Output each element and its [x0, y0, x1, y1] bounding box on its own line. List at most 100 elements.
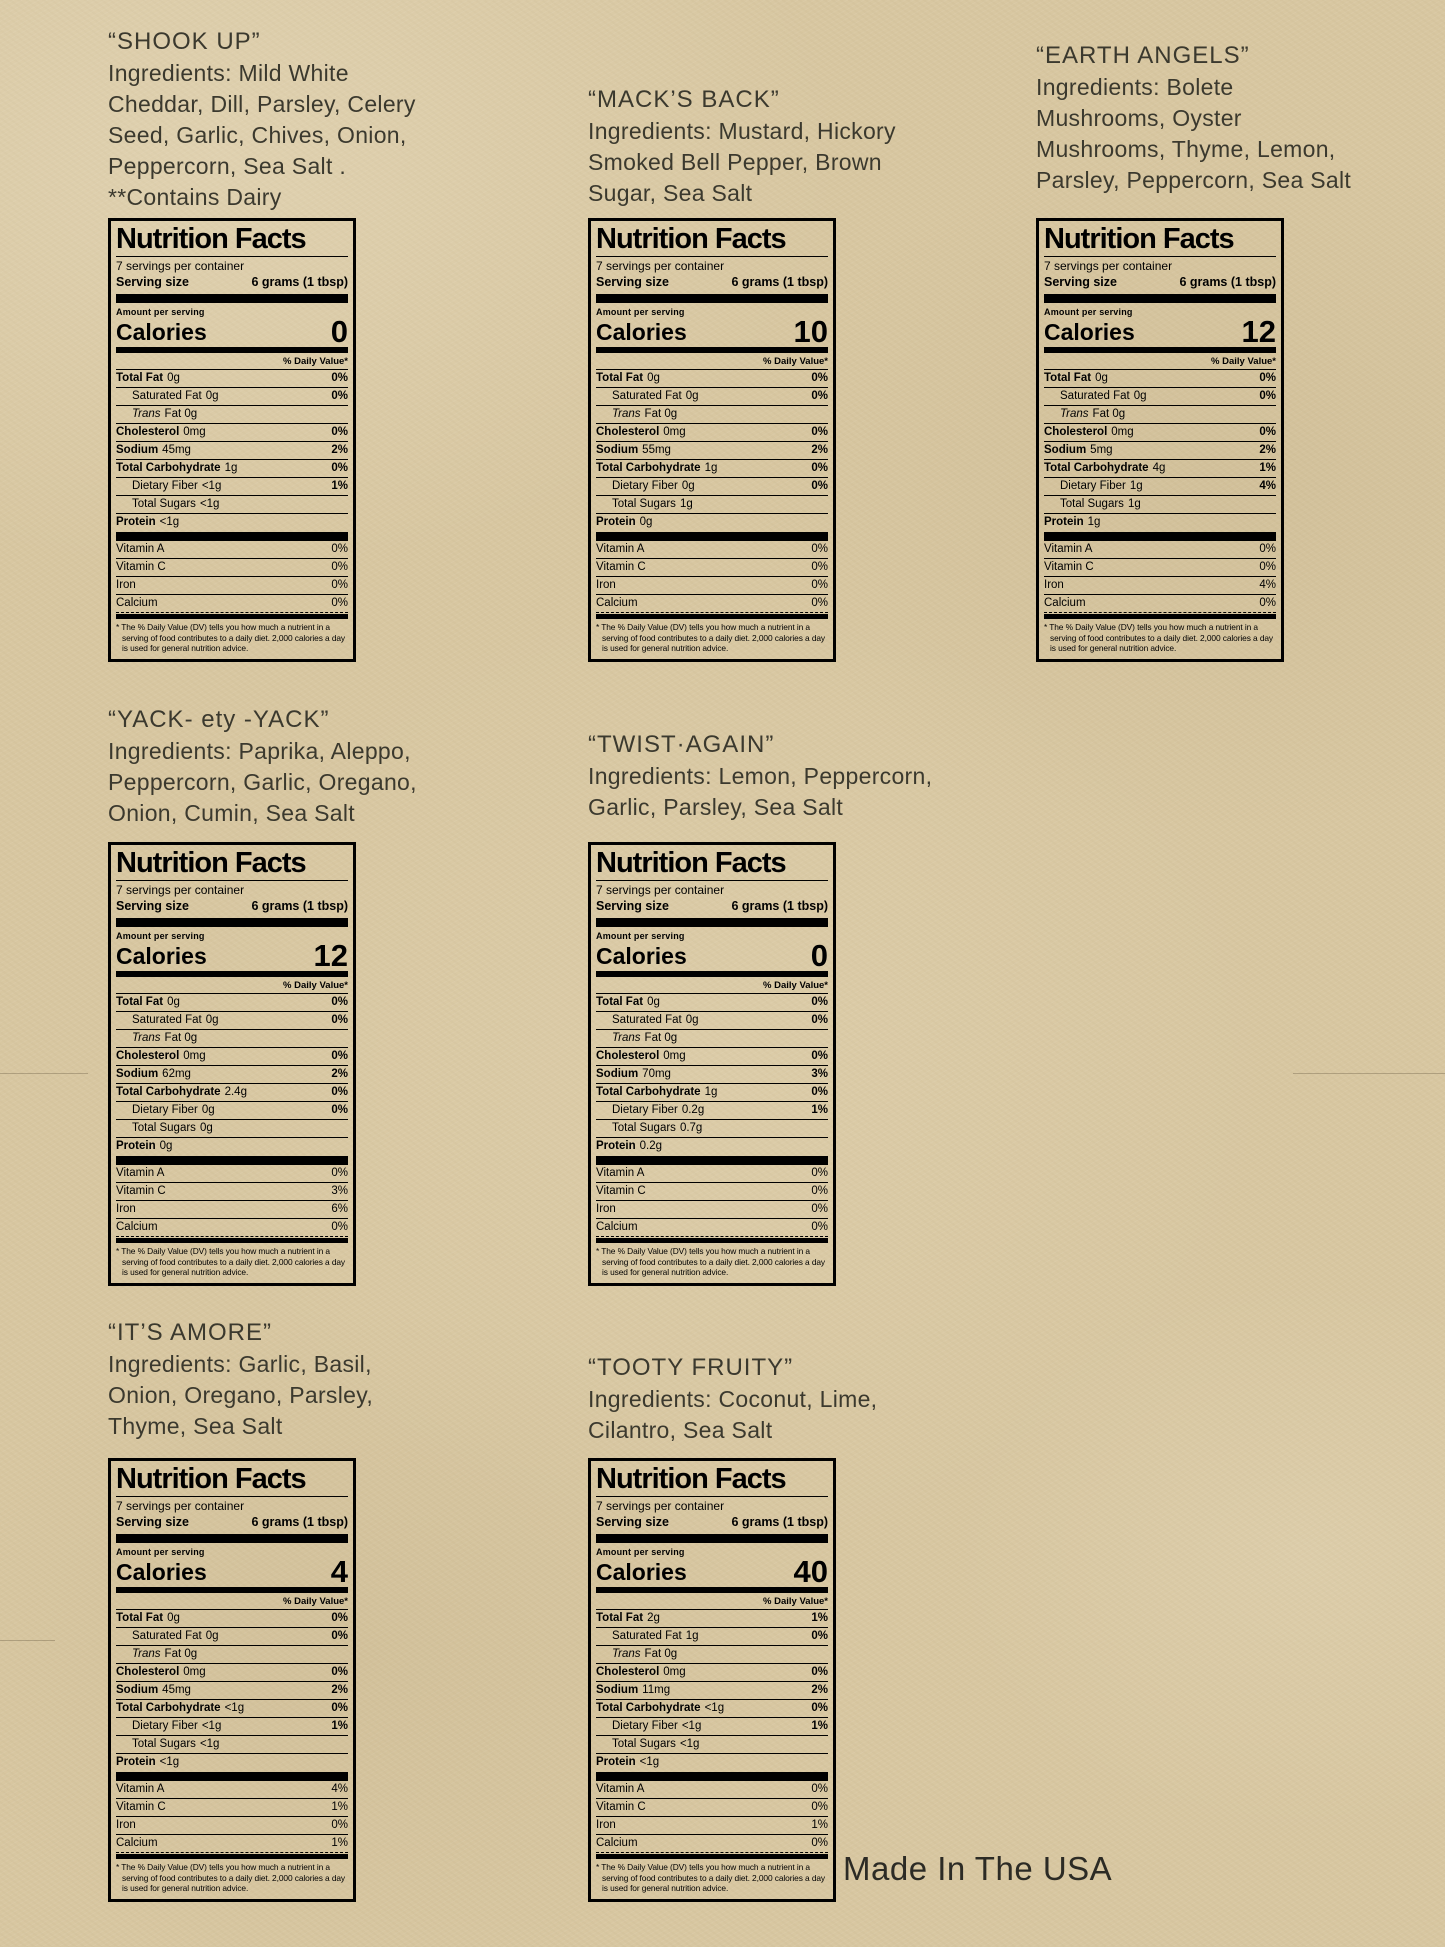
serving-size-value: 6 grams (1 tbsp)	[731, 899, 828, 913]
calories-label: Calories	[116, 319, 207, 345]
vitamin-row: Vitamin C 0%	[1044, 558, 1276, 576]
nutrient-text: Sodium 5mg	[1044, 444, 1113, 457]
vitamin-name: Vitamin C	[116, 1185, 166, 1197]
nutrient-row: Total Fat 0g 0%	[116, 369, 348, 387]
nutrient-name: Protein	[116, 516, 156, 528]
amount-per-serving-label: Amount per serving	[596, 931, 685, 941]
nutrient-text: Protein <1g	[116, 1756, 179, 1769]
daily-value-footnote: * The % Daily Value (DV) tells you how m…	[596, 622, 826, 654]
nutrient-name: Trans	[1060, 408, 1089, 420]
calories-row: Calories 10	[596, 316, 828, 347]
nutrient-name: Cholesterol	[596, 1666, 660, 1678]
nutrient-row: Protein <1g	[596, 1753, 828, 1771]
nutrient-row: Total Fat 0g 0%	[596, 369, 828, 387]
daily-value-footnote: * The % Daily Value (DV) tells you how m…	[1044, 622, 1274, 654]
ingredients-line: Peppercorn, Garlic, Oregano,	[108, 769, 417, 795]
nutrient-rows: Total Fat 0g 0% Saturated Fat 0g 0% Trans Fat 0…	[116, 1609, 348, 1771]
vitamin-row: Iron 0%	[596, 576, 828, 594]
nutrient-name: Total Fat	[596, 996, 644, 1008]
divider-bar-thick	[596, 918, 828, 927]
divider-bar-medium	[596, 347, 828, 353]
nutrient-text: Dietary Fiber 0.2g	[596, 1104, 704, 1117]
nutrient-daily-value: 0%	[1259, 372, 1276, 384]
divider-bar-small	[116, 1238, 348, 1243]
nutrient-name: Total Fat	[116, 996, 164, 1008]
nutrient-name: Total Sugars	[1060, 498, 1124, 510]
nutrient-amount: 0mg	[183, 1666, 206, 1678]
nutrition-facts-label: Nutrition Facts 7 servings per container…	[1036, 218, 1284, 662]
nutrient-text: Total Carbohydrate 2.4g	[116, 1086, 247, 1099]
nutrient-daily-value: 1%	[331, 480, 348, 492]
nutrient-amount: 1g	[685, 1630, 699, 1642]
ingredients-line: Ingredients: Lemon, Peppercorn,	[588, 763, 933, 789]
nutrient-amount: 0g	[647, 372, 660, 384]
vitamin-row: Iron 0%	[116, 1816, 348, 1834]
divider-bar-small	[596, 1854, 828, 1859]
calories-row: Calories 0	[596, 940, 828, 971]
nutrient-amount: <1g	[681, 1720, 702, 1732]
daily-value-header: % Daily Value*	[283, 980, 348, 991]
divider-bar-thick	[1044, 294, 1276, 303]
daily-value-header: % Daily Value*	[283, 1596, 348, 1607]
nutrient-text: Trans Fat 0g	[1044, 408, 1125, 421]
nutrient-text: Trans Fat 0g	[596, 408, 677, 421]
nutrient-amount: 0g	[201, 1104, 215, 1116]
nutrient-row: Trans Fat 0g	[116, 405, 348, 423]
product-panel: “YACK- ety -YACK” Ingredients: Paprika, …	[108, 704, 468, 1286]
nutrient-daily-value: 0%	[811, 1666, 828, 1678]
nutrition-facts-label: Nutrition Facts 7 servings per container…	[108, 218, 356, 662]
vitamin-row: Vitamin A 0%	[1044, 540, 1276, 558]
ingredients-line: Smoked Bell Pepper, Brown	[588, 149, 882, 175]
nutrient-text: Total Sugars 0g	[116, 1122, 213, 1135]
serving-size-value: 6 grams (1 tbsp)	[731, 1515, 828, 1529]
vitamin-name: Iron	[596, 1203, 616, 1215]
calories-label: Calories	[116, 1559, 207, 1585]
amount-per-serving-label: Amount per serving	[116, 931, 205, 941]
nutrient-name: Protein	[596, 1140, 636, 1152]
nutrient-daily-value: 0%	[1259, 390, 1276, 402]
nutrient-amount: 0mg	[183, 1050, 206, 1062]
divider-bar-medium	[116, 1587, 348, 1593]
nutrient-daily-value: 0%	[331, 1086, 348, 1098]
serving-size-row: Serving size 6 grams (1 tbsp)	[116, 1514, 348, 1534]
nutrient-amount: 0g	[167, 372, 180, 384]
vitamin-row: Calcium 0%	[1044, 594, 1276, 613]
nutrient-name: Dietary Fiber	[132, 1104, 198, 1116]
nutrient-amount: <1g	[201, 480, 222, 492]
product-ingredients: Ingredients: Garlic, Basil, Onion, Oregan…	[108, 1349, 468, 1442]
divider-bar-thick	[1044, 532, 1276, 540]
nutrient-amount: 1g	[1129, 480, 1143, 492]
ingredients-line: Ingredients: Bolete	[1036, 74, 1234, 100]
nutrient-daily-value: 0%	[811, 1050, 828, 1062]
amount-per-serving-label: Amount per serving	[116, 307, 205, 317]
nutrient-text: Dietary Fiber <1g	[116, 1720, 221, 1733]
nutrient-name: Dietary Fiber	[612, 480, 678, 492]
vitamin-row: Calcium 0%	[116, 1218, 348, 1237]
nutrient-text: Sodium 11mg	[596, 1684, 670, 1697]
vitamin-row: Calcium 0%	[596, 594, 828, 613]
vitamin-row: Vitamin C 3%	[116, 1182, 348, 1200]
product-name: “YACK- ety -YACK”	[108, 706, 330, 733]
product-panel: “EARTH ANGELS” Ingredients: Bolete Mushro…	[1036, 40, 1396, 662]
vitamin-name: Vitamin A	[596, 543, 645, 555]
nutrient-amount: Fat 0g	[164, 1648, 198, 1660]
nutrient-row: Cholesterol 0mg 0%	[116, 1663, 348, 1681]
nutrient-row: Total Carbohydrate 4g 1%	[1044, 459, 1276, 477]
nutrition-facts-title: Nutrition Facts	[596, 224, 828, 257]
ingredients-line: Onion, Oregano, Parsley,	[108, 1382, 374, 1408]
nutrient-daily-value: 0%	[811, 996, 828, 1008]
nutrient-row: Cholesterol 0mg 0%	[1044, 423, 1276, 441]
ingredients-line: Onion, Cumin, Sea Salt	[108, 800, 355, 826]
ingredients-line: Parsley, Peppercorn, Sea Salt	[1036, 167, 1352, 193]
nutrient-text: Sodium 55mg	[596, 444, 671, 457]
nutrient-daily-value: 0%	[331, 1702, 348, 1714]
nutrient-text: Trans Fat 0g	[596, 1648, 677, 1661]
nutrient-amount: <1g	[159, 1756, 180, 1768]
divider-bar-thick	[596, 1534, 828, 1543]
divider-bar-thick	[116, 1534, 348, 1543]
nutrition-facts-label: Nutrition Facts 7 servings per container…	[108, 1458, 356, 1902]
serving-size-row: Serving size 6 grams (1 tbsp)	[596, 274, 828, 294]
nutrient-row: Trans Fat 0g	[1044, 405, 1276, 423]
nutrient-name: Cholesterol	[116, 1666, 180, 1678]
nutrient-text: Saturated Fat 0g	[116, 1014, 218, 1027]
